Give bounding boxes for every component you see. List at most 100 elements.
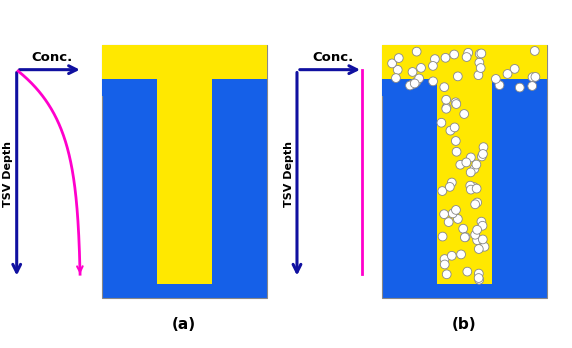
Circle shape bbox=[408, 80, 417, 89]
Circle shape bbox=[515, 83, 524, 92]
Circle shape bbox=[491, 74, 500, 83]
Circle shape bbox=[451, 136, 460, 145]
Circle shape bbox=[474, 245, 483, 253]
Text: (b): (b) bbox=[452, 317, 477, 332]
Circle shape bbox=[473, 198, 482, 207]
Circle shape bbox=[410, 79, 419, 88]
Bar bbox=[382, 79, 437, 96]
Circle shape bbox=[412, 77, 421, 86]
Circle shape bbox=[479, 150, 487, 158]
Circle shape bbox=[528, 82, 537, 90]
Circle shape bbox=[471, 200, 479, 209]
Circle shape bbox=[415, 74, 423, 83]
Circle shape bbox=[472, 160, 481, 169]
Circle shape bbox=[462, 53, 471, 62]
Circle shape bbox=[466, 168, 475, 177]
Circle shape bbox=[392, 74, 400, 82]
Circle shape bbox=[438, 187, 447, 196]
Circle shape bbox=[456, 160, 464, 169]
Circle shape bbox=[448, 209, 457, 218]
Bar bbox=[212, 79, 267, 96]
Circle shape bbox=[528, 73, 537, 81]
Circle shape bbox=[478, 235, 487, 244]
Circle shape bbox=[440, 260, 449, 269]
Circle shape bbox=[440, 255, 449, 263]
Bar bbox=[382, 45, 547, 94]
Circle shape bbox=[408, 68, 417, 76]
Circle shape bbox=[531, 72, 540, 81]
Text: Conc.: Conc. bbox=[312, 52, 353, 64]
Circle shape bbox=[394, 65, 402, 74]
Circle shape bbox=[474, 71, 483, 80]
Bar bbox=[102, 45, 267, 298]
Circle shape bbox=[466, 153, 475, 162]
Circle shape bbox=[510, 64, 519, 73]
Circle shape bbox=[454, 215, 462, 223]
Circle shape bbox=[440, 83, 448, 92]
Circle shape bbox=[478, 221, 487, 230]
Circle shape bbox=[406, 81, 415, 90]
Circle shape bbox=[454, 72, 462, 81]
Circle shape bbox=[474, 274, 483, 283]
Circle shape bbox=[475, 49, 484, 58]
Bar bbox=[492, 79, 547, 96]
Circle shape bbox=[442, 104, 451, 113]
Circle shape bbox=[437, 118, 446, 127]
Circle shape bbox=[450, 50, 459, 59]
Circle shape bbox=[466, 181, 475, 190]
Circle shape bbox=[431, 55, 439, 63]
Circle shape bbox=[428, 62, 438, 70]
Circle shape bbox=[478, 152, 486, 161]
Circle shape bbox=[388, 59, 396, 68]
Circle shape bbox=[447, 251, 456, 260]
Circle shape bbox=[394, 54, 403, 62]
Circle shape bbox=[428, 77, 438, 86]
Circle shape bbox=[477, 49, 486, 58]
Circle shape bbox=[475, 58, 484, 67]
Circle shape bbox=[470, 165, 479, 173]
Circle shape bbox=[440, 210, 448, 219]
Circle shape bbox=[462, 158, 471, 167]
Bar bbox=[157, 94, 212, 284]
Circle shape bbox=[412, 47, 421, 56]
Circle shape bbox=[479, 143, 488, 151]
Circle shape bbox=[447, 178, 456, 187]
Circle shape bbox=[470, 183, 479, 191]
Circle shape bbox=[530, 47, 539, 55]
Circle shape bbox=[451, 98, 460, 107]
Circle shape bbox=[446, 182, 454, 191]
Circle shape bbox=[472, 184, 481, 193]
Circle shape bbox=[476, 64, 485, 72]
Circle shape bbox=[442, 270, 451, 279]
Bar bbox=[102, 45, 267, 94]
Bar bbox=[382, 45, 547, 298]
Circle shape bbox=[451, 206, 460, 214]
Circle shape bbox=[495, 81, 504, 89]
Circle shape bbox=[463, 267, 472, 276]
Circle shape bbox=[444, 218, 453, 227]
Circle shape bbox=[459, 224, 467, 233]
Circle shape bbox=[460, 233, 469, 242]
Circle shape bbox=[464, 48, 472, 57]
Text: (a): (a) bbox=[172, 317, 196, 332]
Circle shape bbox=[475, 275, 483, 284]
Circle shape bbox=[460, 110, 468, 118]
Circle shape bbox=[474, 269, 483, 278]
Circle shape bbox=[446, 126, 455, 135]
Circle shape bbox=[442, 95, 451, 104]
Circle shape bbox=[472, 226, 482, 234]
Circle shape bbox=[438, 232, 447, 241]
Circle shape bbox=[456, 250, 466, 259]
Circle shape bbox=[452, 100, 460, 109]
Circle shape bbox=[442, 103, 451, 112]
Circle shape bbox=[472, 236, 482, 245]
Text: Conc.: Conc. bbox=[32, 52, 73, 64]
Circle shape bbox=[503, 70, 512, 78]
Circle shape bbox=[450, 123, 459, 132]
Text: TSV Depth: TSV Depth bbox=[284, 141, 294, 207]
Text: TSV Depth: TSV Depth bbox=[3, 141, 14, 207]
Circle shape bbox=[416, 63, 426, 72]
Circle shape bbox=[471, 230, 479, 239]
Bar bbox=[437, 94, 492, 284]
Circle shape bbox=[452, 147, 461, 156]
